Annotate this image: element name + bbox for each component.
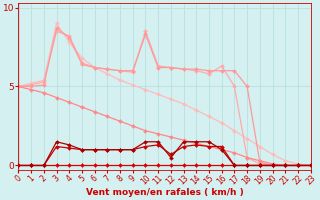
X-axis label: Vent moyen/en rafales ( km/h ): Vent moyen/en rafales ( km/h ) [86,188,244,197]
